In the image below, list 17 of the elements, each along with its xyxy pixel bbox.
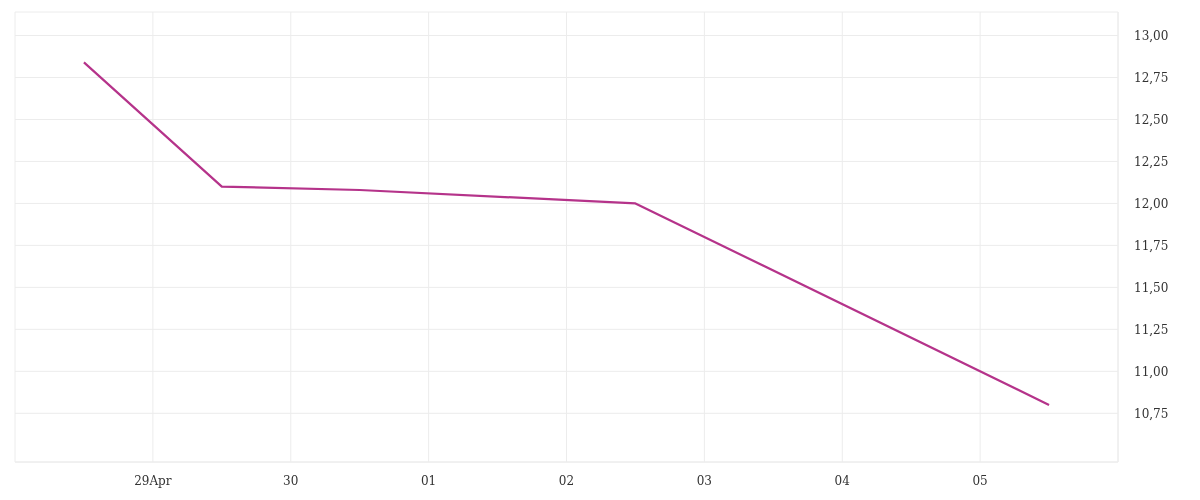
- y-tick-label: 13,00: [1134, 28, 1169, 43]
- y-tick-label: 12,50: [1134, 112, 1169, 127]
- x-tick-label: 01: [420, 473, 437, 488]
- y-tick-label: 11,25: [1134, 322, 1169, 337]
- y-tick-label: 12,00: [1134, 196, 1169, 211]
- y-tick-label: 11,75: [1134, 238, 1169, 253]
- y-tick-label: 12,75: [1134, 70, 1169, 85]
- y-tick-label: 11,50: [1134, 280, 1169, 295]
- x-tick-label: 04: [834, 473, 851, 488]
- x-tick-label: 03: [696, 473, 713, 488]
- x-tick-label: 05: [972, 473, 988, 488]
- y-tick-label: 10,75: [1134, 406, 1169, 421]
- x-tick-label: 02: [558, 473, 575, 488]
- y-tick-label: 12,25: [1134, 154, 1169, 169]
- x-tick-label: 30: [283, 473, 299, 488]
- x-tick-label: 29Apr: [134, 473, 172, 488]
- y-tick-label: 11,00: [1134, 364, 1169, 379]
